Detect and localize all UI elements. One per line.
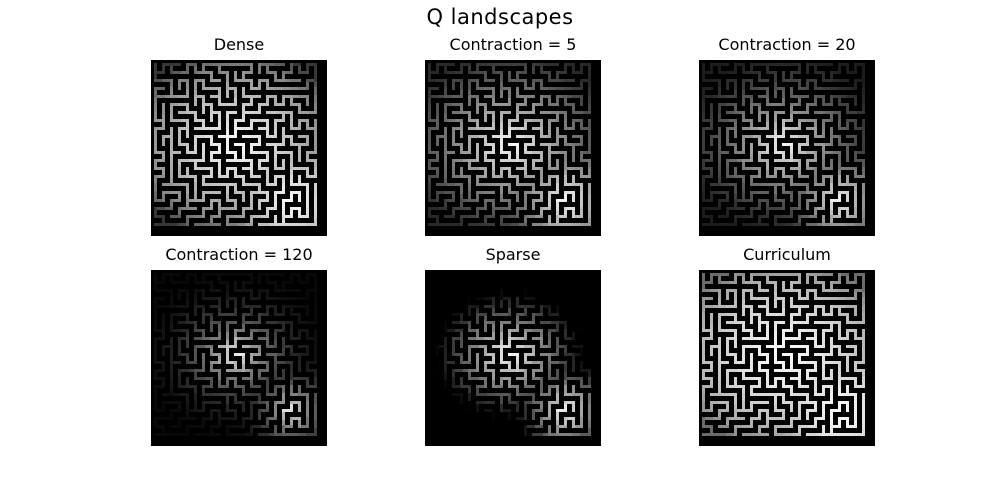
panel-curriculum: Curriculum (699, 245, 875, 446)
maze-image-contraction-5 (425, 60, 601, 236)
maze-image-dense (151, 60, 327, 236)
panel-title: Contraction = 20 (718, 35, 856, 54)
maze-image-contraction-120 (151, 270, 327, 446)
panel-contraction-20: Contraction = 20 (699, 35, 875, 236)
figure-title: Q landscapes (426, 5, 574, 29)
panel-title: Contraction = 120 (165, 245, 313, 264)
panel-contraction-120: Contraction = 120 (151, 245, 327, 446)
panel-title: Dense (213, 35, 265, 54)
panel-title: Curriculum (743, 245, 831, 264)
maze-image-sparse (425, 270, 601, 446)
maze-image-contraction-20 (699, 60, 875, 236)
panel-dense: Dense (151, 35, 327, 236)
maze-image-curriculum (699, 270, 875, 446)
panel-sparse: Sparse (425, 245, 601, 446)
panel-title: Sparse (485, 245, 541, 264)
panel-contraction-5: Contraction = 5 (425, 35, 601, 236)
panel-title: Contraction = 5 (449, 35, 577, 54)
